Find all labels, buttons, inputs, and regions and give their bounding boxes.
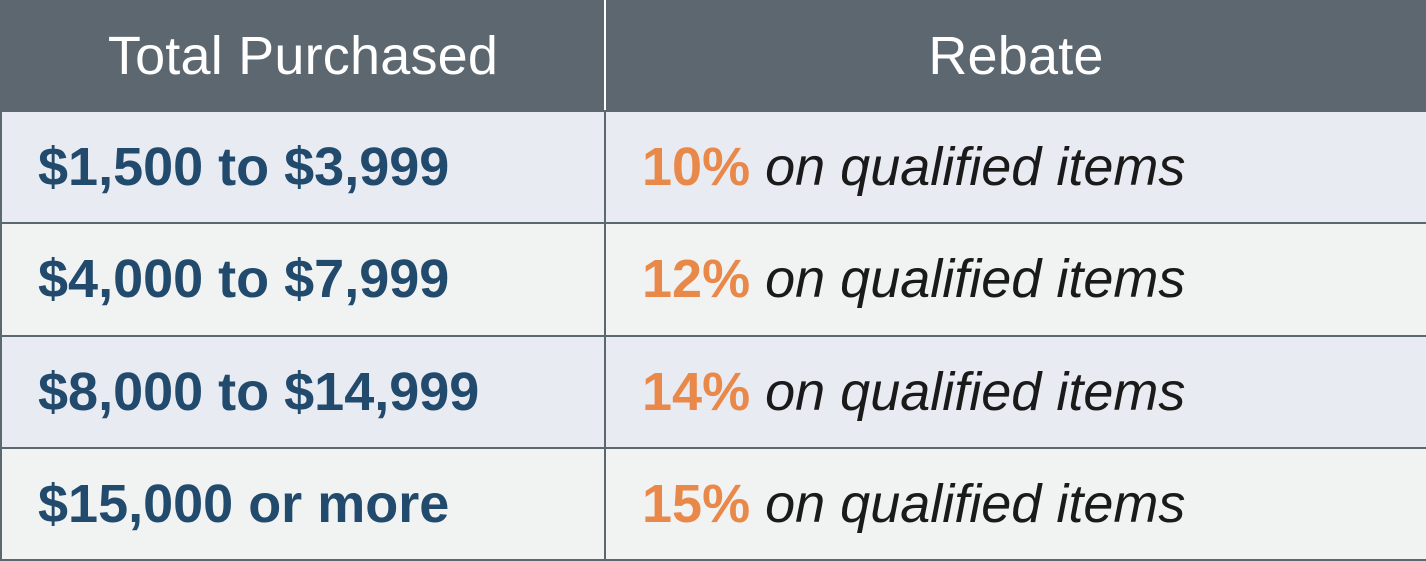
rebate-percent: 14% xyxy=(642,362,750,422)
table-row: $15,000 or more 15% on qualified items xyxy=(1,448,1426,560)
cell-rebate: 10% on qualified items xyxy=(605,111,1426,223)
rebate-table: Total Purchased Rebate $1,500 to $3,999 … xyxy=(0,0,1426,561)
column-header-total-purchased: Total Purchased xyxy=(1,1,605,111)
table-row: $4,000 to $7,999 12% on qualified items xyxy=(1,223,1426,335)
rebate-suffix: on qualified items xyxy=(750,474,1185,534)
rebate-suffix: on qualified items xyxy=(750,362,1185,422)
rebate-suffix: on qualified items xyxy=(750,137,1185,197)
cell-rebate: 14% on qualified items xyxy=(605,336,1426,448)
table-row: $1,500 to $3,999 10% on qualified items xyxy=(1,111,1426,223)
cell-range: $8,000 to $14,999 xyxy=(1,336,605,448)
cell-range: $1,500 to $3,999 xyxy=(1,111,605,223)
rebate-percent: 15% xyxy=(642,474,750,534)
table-header-row: Total Purchased Rebate xyxy=(1,1,1426,111)
table-row: $8,000 to $14,999 14% on qualified items xyxy=(1,336,1426,448)
rebate-suffix: on qualified items xyxy=(750,249,1185,309)
cell-range: $4,000 to $7,999 xyxy=(1,223,605,335)
rebate-percent: 12% xyxy=(642,249,750,309)
rebate-percent: 10% xyxy=(642,137,750,197)
cell-rebate: 12% on qualified items xyxy=(605,223,1426,335)
cell-rebate: 15% on qualified items xyxy=(605,448,1426,560)
cell-range: $15,000 or more xyxy=(1,448,605,560)
column-header-rebate: Rebate xyxy=(605,1,1426,111)
